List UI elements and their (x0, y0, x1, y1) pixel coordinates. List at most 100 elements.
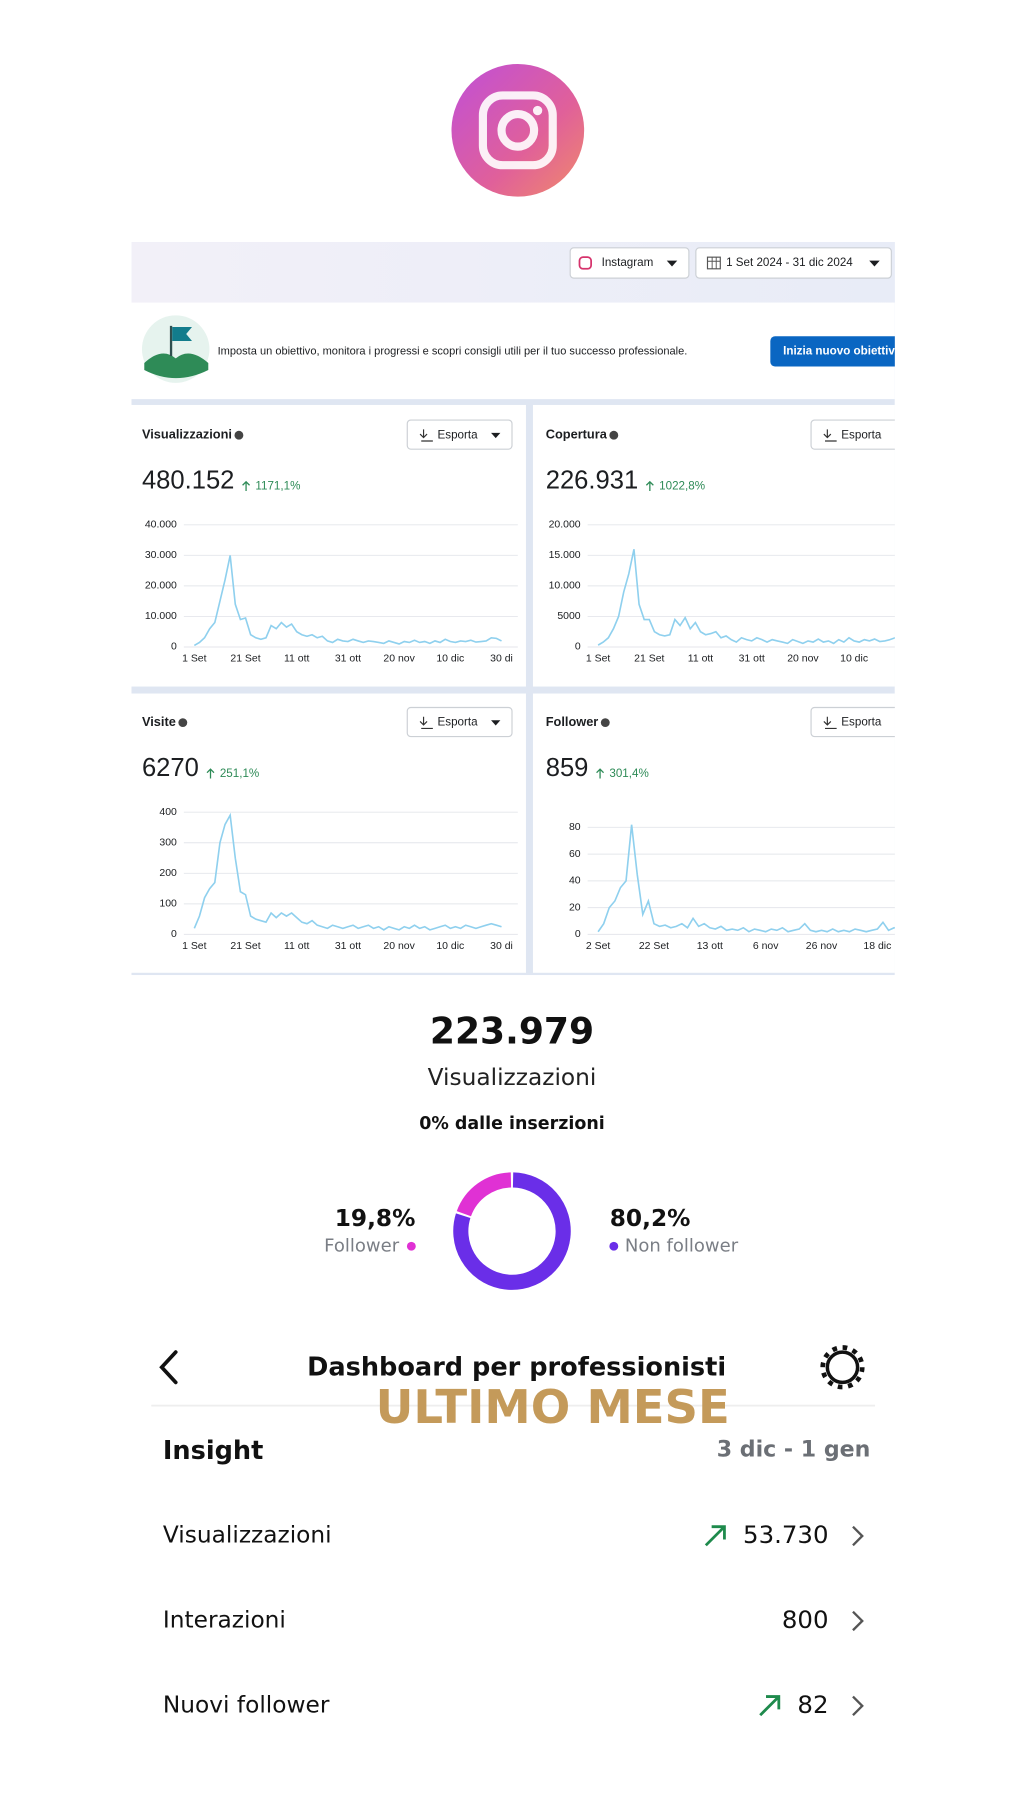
metric-card: Copertura Esporta 226.931 1022,8% 0 5000 10.00… (546, 419, 916, 664)
x-tick-label: 10 dic (436, 941, 464, 952)
metric-card: Follower Esporta 859 301,4% 0 20 40 60 80 2 Set 22… (546, 706, 916, 952)
export-label[interactable]: Esporta (438, 428, 479, 441)
reach-label: Visualizzazioni (428, 1064, 597, 1091)
card-title: Visite (142, 714, 176, 729)
y-tick-label: 15.000 (549, 550, 581, 561)
dashboard-title: Dashboard per professionisti (307, 1352, 726, 1382)
x-tick-label: 21 Set (230, 653, 260, 664)
row-value: 800 (782, 1605, 829, 1634)
donut-segment (453, 1172, 571, 1290)
download-icon (823, 716, 837, 730)
x-tick-label: 11 ott (284, 653, 310, 664)
line-series (597, 824, 895, 933)
reach-total: 223.979 (430, 1010, 594, 1052)
change-arrow (596, 768, 605, 779)
change-arrow (206, 768, 215, 779)
y-tick-label: 80 (569, 822, 581, 833)
insight-row[interactable]: Nuovi follower 82 (163, 1690, 864, 1719)
y-tick-label: 30.000 (145, 550, 177, 561)
insight-row[interactable]: Visualizzazioni 53.730 (163, 1520, 864, 1549)
segment-value: 19,8% (335, 1205, 416, 1232)
export-button[interactable] (810, 706, 916, 738)
instagram-logo (451, 63, 585, 197)
card-title: Visualizzazioni (142, 427, 232, 442)
card-total: 226.931 (546, 467, 638, 495)
donut-segment (456, 1172, 512, 1217)
export-label[interactable]: Esporta (841, 428, 882, 441)
change-arrow (242, 480, 251, 492)
platform-selector[interactable]: Instagram (569, 247, 690, 279)
y-tick-label: 0 (575, 929, 581, 940)
card-total: 6270 (142, 754, 199, 782)
caret (491, 432, 501, 439)
chevron (852, 1525, 864, 1547)
legend-dot (609, 1241, 619, 1251)
x-tick-label: 31 ott (335, 941, 361, 952)
card-total: 859 (546, 754, 589, 782)
download-icon (419, 429, 433, 442)
goal-button-label[interactable]: Inizia nuovo obiettiv (783, 344, 895, 357)
x-tick-label: 11 ott (284, 941, 310, 952)
x-tick-label: 6 nov (753, 941, 779, 952)
x-tick-label: 1 Set (182, 653, 207, 664)
line-series (597, 549, 895, 646)
date-selector[interactable]: 1 Set 2024 - 31 dic 2024 (695, 247, 892, 279)
row-label: Interazioni (163, 1606, 286, 1633)
x-tick-label: 26 nov (806, 941, 838, 952)
caret (491, 720, 501, 726)
x-tick-label: 11 ott (688, 653, 714, 664)
back-button[interactable] (159, 1350, 178, 1385)
segment-label: Non follower (625, 1235, 739, 1256)
segment-value: 80,2% (610, 1205, 691, 1232)
export-label[interactable]: Esporta (841, 716, 882, 729)
x-tick-label: 1 Set (182, 941, 207, 952)
card-change: 251,1% (220, 767, 259, 780)
download-icon (419, 716, 433, 730)
y-tick-label: 0 (575, 642, 581, 653)
y-tick-label: 60 (569, 849, 581, 860)
y-tick-label: 5000 (557, 611, 580, 622)
download-icon (823, 429, 837, 442)
x-tick-label: 22 Set (639, 941, 669, 952)
x-tick-label: 31 ott (335, 653, 361, 664)
goal-button[interactable] (770, 336, 910, 367)
y-tick-label: 300 (159, 838, 177, 849)
info-icon (609, 430, 619, 440)
info-icon (178, 718, 188, 728)
y-tick-label: 40.000 (145, 520, 177, 531)
x-tick-label: 2 Set (586, 941, 611, 952)
caret (895, 720, 904, 725)
export-label[interactable]: Esporta (438, 716, 479, 729)
banner-text: Imposta un obiettivo, monitora i progres… (218, 345, 688, 357)
section-title: Insight (163, 1436, 263, 1466)
export-button[interactable] (406, 419, 513, 450)
y-tick-label: 0 (171, 929, 177, 940)
y-tick-label: 10.000 (145, 611, 177, 622)
trend-arrow (759, 1695, 781, 1717)
card-change: 1022,8% (659, 479, 705, 492)
card-change: 1171,1% (255, 479, 300, 492)
settings-button[interactable] (820, 1345, 865, 1390)
change-arrow (645, 480, 654, 492)
date-range: 1 Set 2024 - 31 dic 2024 (726, 256, 853, 269)
x-tick-label: 30 di (490, 941, 513, 952)
ads-share: 0% dalle inserzioni (419, 1114, 604, 1134)
x-tick-label: 10 dic (436, 653, 464, 664)
export-button[interactable] (810, 419, 916, 450)
goal-icon (141, 315, 210, 383)
y-tick-label: 10.000 (549, 581, 581, 592)
x-tick-label: 20 nov (787, 653, 819, 664)
x-tick-label: 10 dic (840, 653, 868, 664)
row-label: Visualizzazioni (163, 1521, 332, 1548)
line-series (193, 812, 502, 931)
meta-dashboard: Instagram 1 Set 2024 - 31 dic 2024 Impos… (131, 242, 916, 976)
export-button[interactable] (406, 706, 513, 738)
x-tick-label: 21 Set (634, 653, 664, 664)
y-tick-label: 0 (171, 642, 177, 653)
chevron (852, 1695, 864, 1717)
card-total: 480.152 (142, 467, 234, 495)
y-tick-label: 200 (159, 868, 177, 879)
insight-row[interactable]: Interazioni 800 (163, 1605, 864, 1634)
card-change: 301,4% (609, 767, 648, 780)
